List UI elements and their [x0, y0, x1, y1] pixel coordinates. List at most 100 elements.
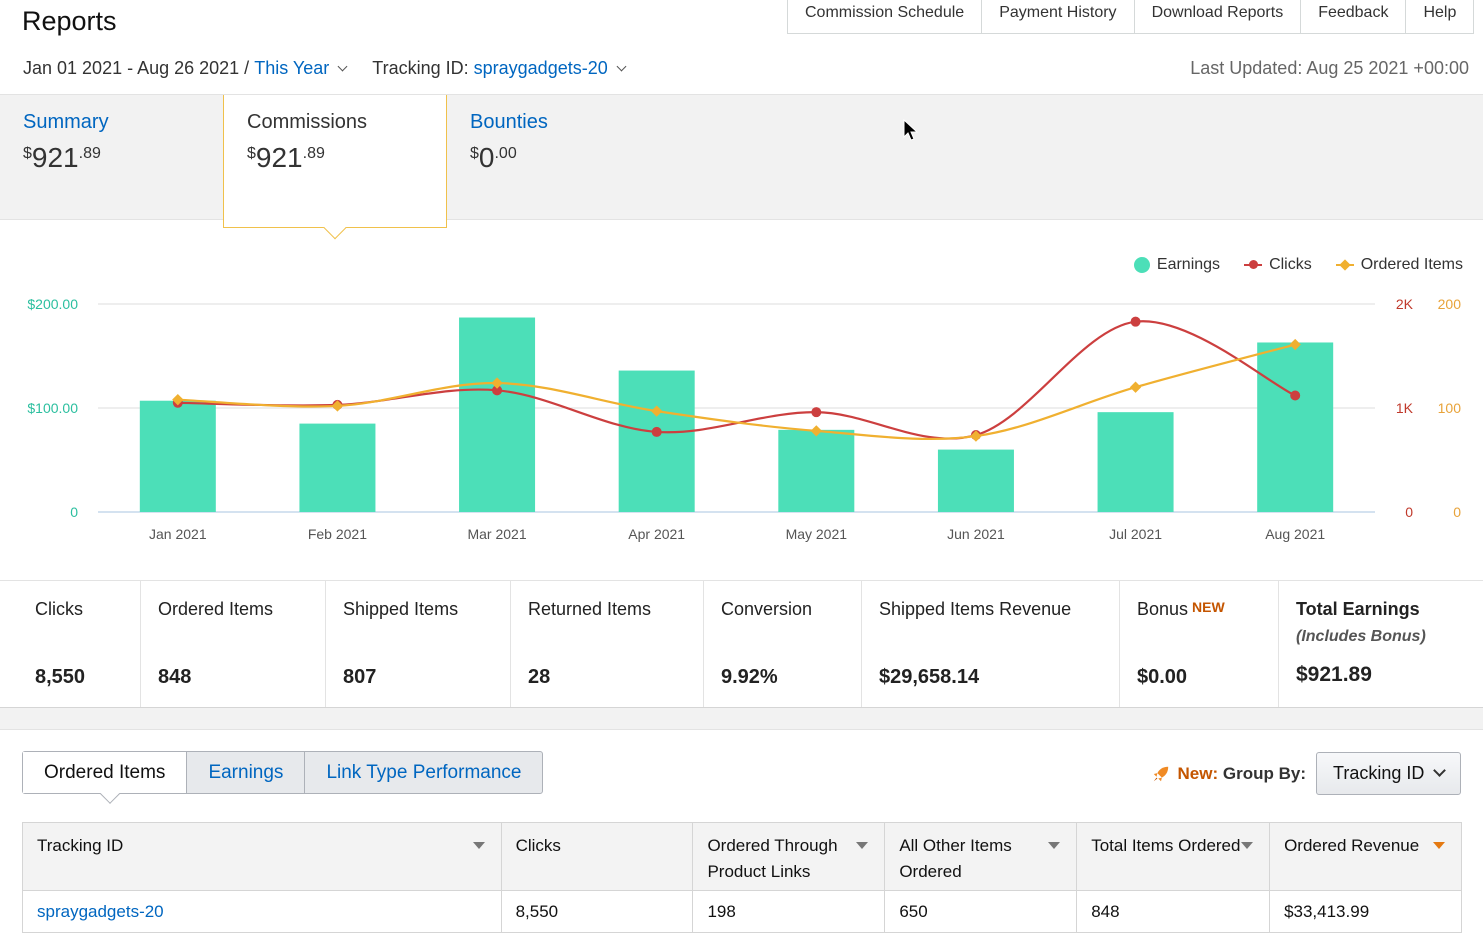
ordered-items-point: [1289, 338, 1301, 351]
chevron-down-icon: [337, 61, 348, 72]
earnings-bar: [778, 429, 855, 512]
clicks-line-icon: [1244, 260, 1263, 269]
sort-icon: [856, 842, 869, 849]
mouse-cursor-icon: [903, 119, 919, 141]
ordered-items-point: [651, 405, 663, 417]
col-clicks[interactable]: Clicks: [500, 822, 694, 891]
legend-clicks[interactable]: Clicks: [1244, 256, 1312, 274]
tab-summary-amount: $921.89: [23, 142, 101, 173]
commission-schedule-link[interactable]: Commission Schedule: [805, 4, 965, 21]
earnings-bar: [937, 449, 1014, 512]
date-preset-label: This Year: [254, 58, 330, 78]
tab-commissions-label: Commissions: [247, 111, 368, 133]
earnings-dot-icon: [1133, 257, 1150, 273]
cell-ordered-revenue: $33,413.99: [1269, 890, 1462, 933]
cell-other-items: 650: [884, 890, 1078, 933]
tab-summary-label: Summary: [23, 111, 109, 133]
legend-earnings[interactable]: Earnings: [1133, 256, 1220, 274]
group-by-control: New: Group By: Tracking ID: [1152, 752, 1461, 795]
filter-row: Jan 01 2021 - Aug 26 2021 / This Year Tr…: [23, 58, 627, 79]
ordered-items-point: [331, 400, 344, 412]
earnings-chart: Earnings Clicks Ordered Items 0 $100.00 $2…: [0, 222, 1483, 580]
right-axis-items-tick: 200: [1438, 296, 1462, 312]
col-ordered-revenue[interactable]: Ordered Revenue: [1269, 822, 1462, 891]
cell-ordered-through-links: 198: [692, 890, 886, 933]
last-updated: Last Updated: Aug 25 2021 +00:00: [1190, 58, 1469, 78]
group-by-new-label: New:: [1177, 763, 1219, 783]
ordered-items-point: [970, 430, 982, 442]
cell-clicks: 8,550: [500, 890, 694, 933]
x-axis-tick: Jun 2021: [947, 526, 1005, 542]
cell-total-items: 848: [1076, 890, 1271, 933]
legend-ordered-items[interactable]: Ordered Items: [1335, 256, 1463, 274]
tracking-id-value: spraygadgets-20: [473, 58, 608, 78]
sort-icon: [472, 842, 485, 849]
tab-bounties-amount: $0.00: [470, 142, 517, 173]
chevron-down-icon: [1433, 764, 1446, 777]
metric-total-earnings: Total Earnings (Includes Bonus) $921.89: [1278, 581, 1483, 707]
chevron-down-icon: [616, 61, 627, 72]
ordered-items-point: [810, 425, 822, 437]
sort-icon: [1048, 842, 1061, 849]
earnings-bar: [459, 317, 536, 512]
table-row: spraygadgets-20 8,550 198 650 848 $33,41…: [22, 890, 1462, 933]
summary-tabs: Summary $921.89 Commissions $921.89 Boun…: [0, 94, 1483, 240]
metric-clicks: Clicks 8,550: [35, 599, 86, 688]
tab-bounties-label: Bounties: [470, 111, 548, 133]
clicks-point: [1290, 390, 1301, 401]
earnings-bar: [299, 423, 376, 512]
sort-active-icon: [1433, 842, 1445, 849]
left-axis-tick: $100.00: [27, 400, 78, 416]
metric-conversion: Conversion 9.92%: [703, 581, 861, 707]
right-axis-clicks-tick: 0: [1405, 504, 1413, 520]
x-axis-tick: Feb 2021: [308, 526, 367, 542]
ordered-items-line: [177, 343, 1296, 441]
metric-bonus: Bonus NEW $0.00: [1119, 581, 1278, 707]
tab-summary[interactable]: Summary $921.89: [0, 95, 223, 221]
right-axis-items-tick: 0: [1453, 504, 1461, 520]
earnings-bar: [618, 370, 695, 512]
payment-history-link[interactable]: Payment History: [981, 0, 1133, 33]
group-by-select[interactable]: Tracking ID: [1316, 752, 1461, 795]
rocket-icon: [1153, 766, 1168, 781]
clicks-point: [651, 426, 662, 437]
metric-shipped-revenue: Shipped Items Revenue $29,658.14: [861, 581, 1119, 707]
section-divider: [0, 708, 1483, 730]
right-axis-clicks-tick: 2K: [1396, 296, 1414, 312]
left-axis-tick: 0: [70, 504, 78, 520]
metric-ordered-items: Ordered Items 848: [140, 581, 325, 707]
metric-shipped-items: Shipped Items 807: [325, 581, 510, 707]
right-axis-items-tick: 100: [1438, 400, 1462, 416]
download-reports-link[interactable]: Download Reports: [1133, 0, 1301, 33]
chart-legend: Earnings Clicks Ordered Items: [1133, 256, 1463, 274]
col-tracking-id[interactable]: Tracking ID: [22, 822, 502, 891]
x-axis-tick: Mar 2021: [467, 526, 526, 542]
date-preset-dropdown[interactable]: This Year: [254, 58, 348, 79]
earnings-bar: [1257, 342, 1334, 512]
tab-earnings[interactable]: Earnings: [186, 752, 304, 793]
tracking-id-dropdown[interactable]: spraygadgets-20: [473, 58, 627, 79]
col-total-items[interactable]: Total Items Ordered: [1076, 822, 1271, 891]
ordered-items-line-icon: [1335, 259, 1354, 271]
group-by-label: Group By:: [1222, 763, 1306, 783]
tab-commissions[interactable]: Commissions $921.89: [223, 95, 447, 240]
col-other-items[interactable]: All Other Items Ordered: [884, 822, 1078, 891]
feedback-link[interactable]: Feedback: [1300, 0, 1405, 33]
sort-icon: [1241, 842, 1254, 849]
cell-tracking-id[interactable]: spraygadgets-20: [22, 890, 502, 933]
ordered-items-point: [1129, 381, 1142, 393]
col-ordered-through-links[interactable]: Ordered Through Product Links: [692, 822, 886, 891]
tab-link-type-performance[interactable]: Link Type Performance: [304, 752, 542, 793]
page-title: Reports: [22, 6, 117, 36]
new-badge: NEW: [1192, 599, 1225, 615]
metric-returned-items: Returned Items 28: [510, 581, 703, 707]
help-link[interactable]: Help: [1405, 0, 1473, 33]
date-range-text: Jan 01 2021 - Aug 26 2021 /: [23, 58, 250, 78]
clicks-point: [492, 385, 503, 396]
tab-bounties[interactable]: Bounties $0.00: [470, 95, 690, 221]
metrics-row: Clicks 8,550 Ordered Items 848 Shipped I…: [0, 580, 1483, 708]
x-axis-tick: Apr 2021: [628, 526, 685, 542]
tab-ordered-items[interactable]: Ordered Items: [23, 752, 187, 804]
x-axis-tick: Jul 2021: [1109, 526, 1162, 542]
x-axis-tick: May 2021: [786, 526, 848, 542]
